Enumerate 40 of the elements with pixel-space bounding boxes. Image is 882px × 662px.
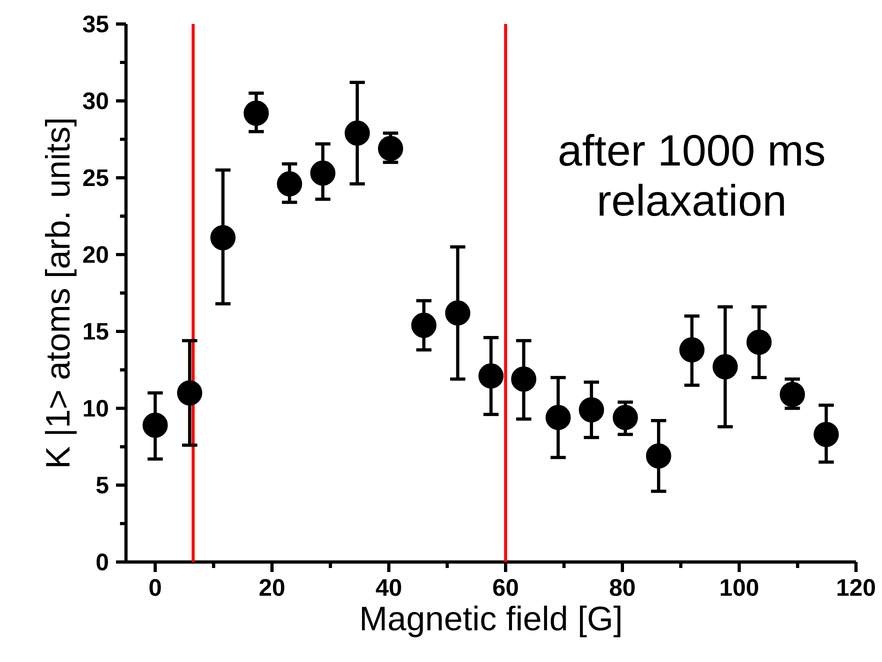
- point: [378, 136, 404, 162]
- point: [478, 363, 504, 389]
- point: [712, 354, 738, 380]
- point: [142, 412, 168, 438]
- annotation: relaxation: [600, 184, 784, 216]
- y-tick-label: 30: [82, 92, 108, 110]
- point: [177, 380, 202, 406]
- point: [276, 171, 302, 196]
- y-tick-label: 15: [84, 323, 108, 340]
- y-tick-label: 0: [96, 554, 108, 570]
- y-tick-label: 35: [82, 16, 108, 32]
- y-tick-label: 10: [84, 400, 108, 417]
- annotation: after 1000 ms: [560, 134, 824, 166]
- point: [679, 337, 705, 362]
- y-axis-title: K |1> atoms [arb. units]: [44, 120, 77, 466]
- point: [344, 120, 370, 146]
- x-tick-label: 20: [260, 579, 284, 596]
- point: [310, 160, 336, 186]
- y-tick-label: 25: [83, 169, 108, 186]
- point: [546, 404, 571, 430]
- x-tick-label: 100: [720, 579, 758, 596]
- x-tick-label: 40: [376, 579, 402, 596]
- point: [210, 225, 236, 250]
- point: [746, 330, 772, 355]
- point: [814, 422, 839, 448]
- point: [511, 366, 536, 392]
- y-tick-label: 5: [96, 476, 108, 494]
- x-axis-title: Magnetic field [G]: [362, 606, 620, 638]
- x-tick-label: 60: [493, 579, 518, 596]
- point: [578, 397, 604, 422]
- point: [780, 382, 805, 408]
- point: [411, 312, 436, 338]
- x-tick-label: 0: [149, 579, 161, 596]
- y-tick-label: 20: [83, 246, 108, 264]
- x-tick-label: 80: [610, 579, 635, 596]
- point: [646, 443, 672, 469]
- point: [445, 300, 470, 326]
- point: [244, 100, 269, 126]
- x-tick-label: 120: [838, 579, 875, 596]
- point: [612, 404, 638, 430]
